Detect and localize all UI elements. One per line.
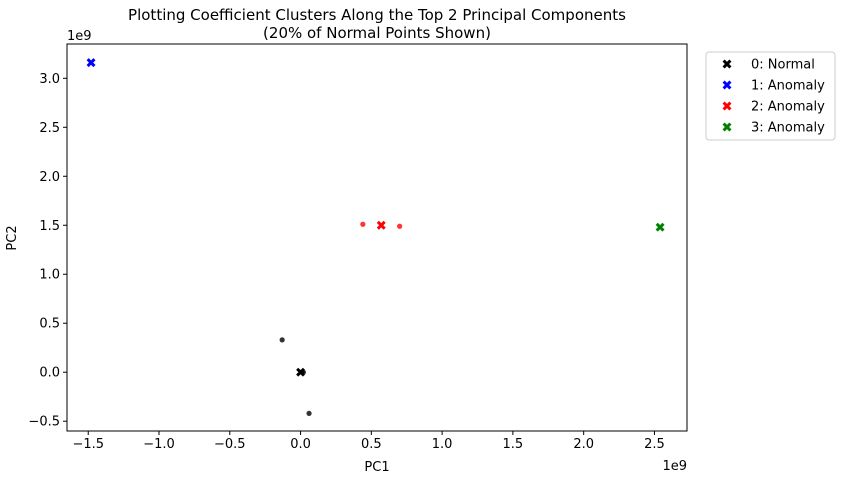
centroid-marker [296,367,306,377]
legend-marker [722,80,732,90]
x-tick-label: 2.0 [573,437,594,452]
y-tick-label: 1.5 [39,219,60,234]
y-axis-label: PC2 [5,225,20,250]
y-exponent-label: 1e9 [67,29,92,44]
centroid-marker [86,58,96,68]
plot-area [66,43,688,432]
x-axis-label: PC1 [364,460,389,475]
legend-marker-stroke-b [722,122,732,132]
legend-label: 1: Anomaly [751,79,825,94]
x-tick-label: −0.5 [214,437,246,452]
chart-title: Plotting Coefficient Clusters Along the … [128,6,626,24]
legend-items: 0: Normal 1: Anomaly 2: Anomaly 3: Anomaly [722,58,825,136]
legend-label: 3: Anomaly [751,121,825,136]
x-tick-label: 1.5 [503,437,524,452]
x-tick-label: 2.5 [644,437,665,452]
x-exponent-label: 1e9 [662,459,687,474]
data-point [397,223,403,229]
legend-marker [722,122,732,132]
x-tick-label: 0.5 [361,437,382,452]
legend-frame [705,51,836,141]
centroid-marker-stroke-b [655,222,665,232]
y-tick-label: 2.0 [39,170,60,185]
legend-marker [722,101,732,111]
x-axis-ticks: −1.5 −1.0 −0.5 0.0 0.5 1.0 1.5 2.0 2.5 [72,431,665,452]
centroid-marker-stroke-b [296,367,306,377]
legend-label: 0: Normal [751,58,815,73]
data-point [306,410,312,416]
data-point [279,337,285,343]
y-tick-label: 1.0 [39,268,60,283]
x-tick-label: 1.0 [432,437,453,452]
y-axis-ticks: −0.5 0.0 0.5 1.0 1.5 2.0 2.5 3.0 [28,72,67,430]
y-tick-label: 2.5 [39,121,60,136]
legend-label: 2: Anomaly [751,100,825,115]
x-tick-label: 0.0 [290,437,311,452]
chart-subtitle: (20% of Normal Points Shown) [263,24,491,42]
x-tick-label: −1.0 [143,437,175,452]
y-tick-label: 0.0 [39,366,60,381]
centroid-marker [655,222,665,232]
data-point [360,221,366,227]
data-marks [86,58,665,416]
centroid-marker [376,220,386,230]
y-tick-label: 3.0 [39,72,60,87]
legend-marker-stroke-b [722,59,732,69]
y-tick-label: −0.5 [28,415,60,430]
legend-marker-stroke-b [722,80,732,90]
centroid-marker-stroke-b [86,58,96,68]
x-tick-label: −1.5 [72,437,104,452]
legend-marker [722,59,732,69]
centroid-marker-stroke-b [376,220,386,230]
legend-marker-stroke-b [722,101,732,111]
legend: 0: Normal 1: Anomaly 2: Anomaly 3: Anomaly [705,51,836,141]
y-tick-label: 0.5 [39,317,60,332]
